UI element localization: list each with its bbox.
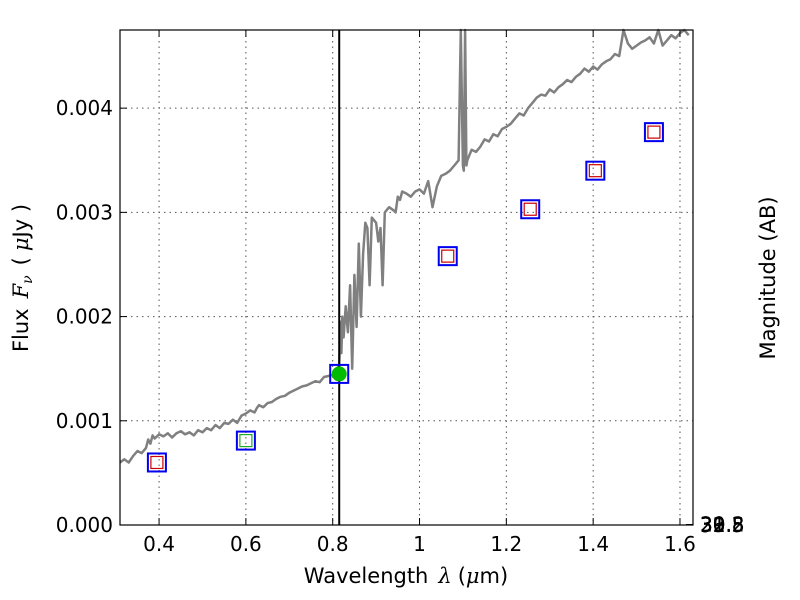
model-point-j125 (523, 202, 537, 216)
photometry-box-j125 (520, 199, 541, 220)
photometry-box-h160 (643, 122, 664, 143)
x-tick-label: 1 (413, 532, 426, 556)
grid-lines (120, 30, 693, 525)
x-tick-label: 1.4 (577, 532, 609, 556)
x-axis-ticks: 0.4 0.6 0.8 1 1.2 1.4 1.6 (143, 30, 696, 556)
y-tick-label: 0.000 (56, 513, 113, 537)
y-tick-label: 0.001 (56, 409, 113, 433)
photometry-box-j-band (437, 246, 458, 267)
magnitude-tick-label: 29.8 (700, 513, 745, 537)
y-axis-ticks: 0.000 0.001 0.002 0.003 0.004 (56, 96, 127, 537)
magnitude-axis-title: Magnitude (AB) (756, 196, 780, 359)
magnitude-tick-label: 30 (700, 513, 725, 537)
x-tick-label: 1.2 (490, 532, 522, 556)
model-point-b-band (150, 455, 164, 470)
photometry-box-jh140 (585, 160, 606, 181)
magnitude-tick-label: 30.2 (700, 513, 745, 537)
y-tick-label: 0.002 (56, 305, 113, 329)
x-tick-label: 0.4 (143, 532, 175, 556)
model-point-v-band (239, 433, 253, 448)
photometry-points (146, 122, 664, 473)
y-tick-label: 0.003 (56, 200, 113, 224)
spectrum-line (119, 28, 690, 464)
magnitude-tick-label: 31.5 (700, 513, 745, 537)
x-axis-title: Wavelength λ (μm) (304, 564, 508, 588)
magnitude-tick-label: 31 (700, 513, 725, 537)
photometry-box-b-band (146, 452, 167, 473)
photometry-box-v-band (235, 430, 256, 451)
spectrum-layer (119, 28, 690, 464)
model-point-j-band (441, 249, 455, 263)
model-point-jh140 (588, 164, 602, 178)
model-point-h160 (647, 125, 661, 139)
x-tick-label: 0.8 (317, 532, 349, 556)
y-tick-label: 0.004 (56, 96, 113, 120)
plot-frame (119, 29, 694, 526)
x-tick-label: 1.6 (664, 532, 696, 556)
magnitude-tick-label: 32 (700, 513, 725, 537)
y-axis-title: FluxFν(μJy ) (9, 204, 36, 352)
magnitude-tick-label: 33 (700, 513, 725, 537)
magnitude-tick-label: 30.5 (700, 513, 745, 537)
detection-point-i-band (331, 366, 347, 382)
x-tick-label: 0.6 (230, 532, 262, 556)
photometry-box-i-band (329, 363, 350, 384)
